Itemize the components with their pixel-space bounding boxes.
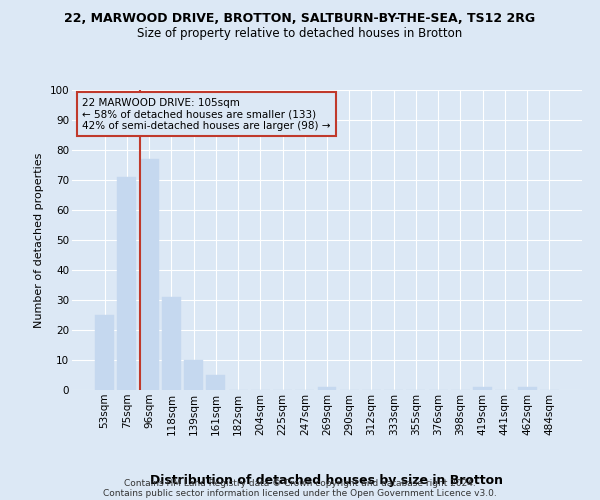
Y-axis label: Number of detached properties: Number of detached properties: [34, 152, 44, 328]
Bar: [518, 387, 536, 390]
Text: 22 MARWOOD DRIVE: 105sqm
← 58% of detached houses are smaller (133)
42% of semi-: 22 MARWOOD DRIVE: 105sqm ← 58% of detach…: [82, 98, 331, 130]
Text: Contains public sector information licensed under the Open Government Licence v3: Contains public sector information licen…: [103, 488, 497, 498]
Bar: [140, 159, 158, 390]
Text: Size of property relative to detached houses in Brotton: Size of property relative to detached ho…: [137, 28, 463, 40]
Bar: [162, 297, 181, 390]
Bar: [317, 387, 337, 390]
Bar: [95, 315, 114, 390]
Bar: [184, 360, 203, 390]
Bar: [118, 177, 136, 390]
Bar: [473, 387, 492, 390]
Text: 22, MARWOOD DRIVE, BROTTON, SALTBURN-BY-THE-SEA, TS12 2RG: 22, MARWOOD DRIVE, BROTTON, SALTBURN-BY-…: [64, 12, 536, 26]
Bar: [206, 375, 225, 390]
Text: Contains HM Land Registry data © Crown copyright and database right 2024.: Contains HM Land Registry data © Crown c…: [124, 478, 476, 488]
X-axis label: Distribution of detached houses by size in Brotton: Distribution of detached houses by size …: [151, 474, 503, 487]
